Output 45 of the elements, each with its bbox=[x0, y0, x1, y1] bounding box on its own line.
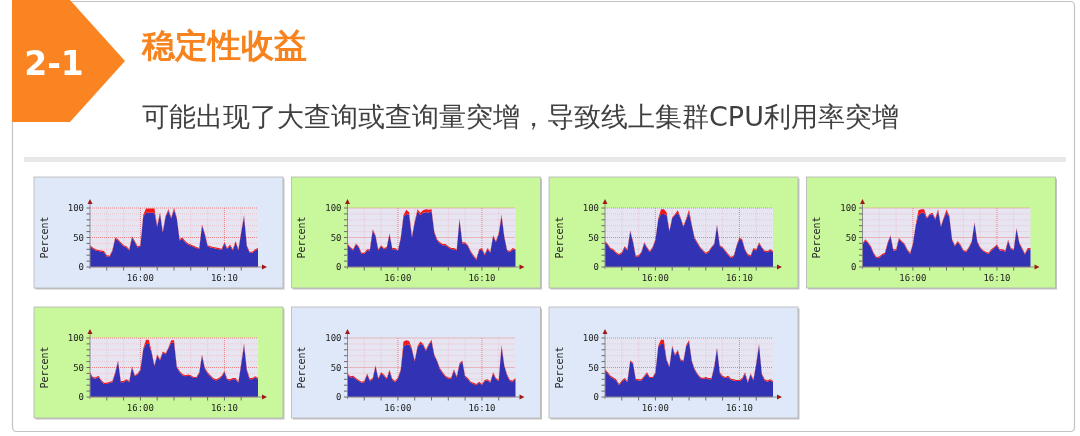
y-tick-label: 50 bbox=[73, 362, 84, 373]
y-tick-label: 100 bbox=[67, 333, 84, 344]
x-tick-label: 16:10 bbox=[210, 402, 238, 413]
y-tick-label: 50 bbox=[73, 232, 84, 243]
x-tick-label: 16:00 bbox=[641, 272, 669, 283]
x-tick-label: 16:10 bbox=[983, 272, 1011, 283]
y-tick-label: 0 bbox=[336, 262, 342, 273]
y-axis-title: Percent bbox=[38, 346, 50, 389]
x-tick-label: 16:00 bbox=[899, 272, 927, 283]
y-tick-label: 50 bbox=[330, 362, 342, 373]
y-axis-title: Percent bbox=[296, 346, 307, 389]
y-tick-label: 100 bbox=[325, 333, 342, 344]
y-tick-label: 0 bbox=[593, 262, 599, 273]
y-axis-title: Percent bbox=[553, 346, 565, 389]
y-axis-title: Percent bbox=[38, 216, 50, 259]
y-tick-label: 0 bbox=[336, 392, 342, 403]
y-tick-label: 50 bbox=[588, 362, 599, 373]
y-axis-title: Percent bbox=[296, 216, 307, 259]
y-tick-label: 50 bbox=[588, 232, 599, 243]
text: 可能出现了大查询或查询量突增，导致线上集群CPU利用率突增 bbox=[142, 101, 899, 132]
x-tick-label: 16:00 bbox=[126, 402, 154, 413]
y-tick-label: 100 bbox=[67, 203, 84, 214]
y-tick-label: 0 bbox=[78, 392, 84, 403]
chart-title: 稳定性收益 bbox=[141, 26, 307, 65]
x-tick-label: 16:00 bbox=[384, 272, 412, 283]
x-tick-label: 16:00 bbox=[384, 402, 412, 413]
y-tick-label: 100 bbox=[325, 203, 342, 214]
x-tick-label: 16:10 bbox=[468, 272, 496, 283]
y-tick-label: 0 bbox=[593, 392, 599, 403]
y-tick-label: 100 bbox=[840, 203, 857, 214]
text: 2-1 bbox=[24, 44, 84, 83]
y-tick-label: 50 bbox=[330, 232, 342, 243]
y-axis-title: Percent bbox=[811, 216, 822, 259]
y-tick-label: 100 bbox=[582, 203, 599, 214]
y-tick-label: 100 bbox=[582, 333, 599, 344]
x-tick-label: 16:10 bbox=[725, 402, 753, 413]
x-tick-label: 16:00 bbox=[641, 402, 669, 413]
x-tick-label: 16:10 bbox=[725, 272, 753, 283]
y-tick-label: 0 bbox=[78, 262, 84, 273]
y-tick-label: 0 bbox=[851, 262, 857, 273]
y-tick-label: 50 bbox=[845, 232, 857, 243]
x-tick-label: 16:00 bbox=[126, 272, 154, 283]
y-axis-title: Percent bbox=[553, 216, 565, 259]
x-tick-label: 16:10 bbox=[210, 272, 238, 283]
x-tick-label: 16:10 bbox=[468, 402, 496, 413]
